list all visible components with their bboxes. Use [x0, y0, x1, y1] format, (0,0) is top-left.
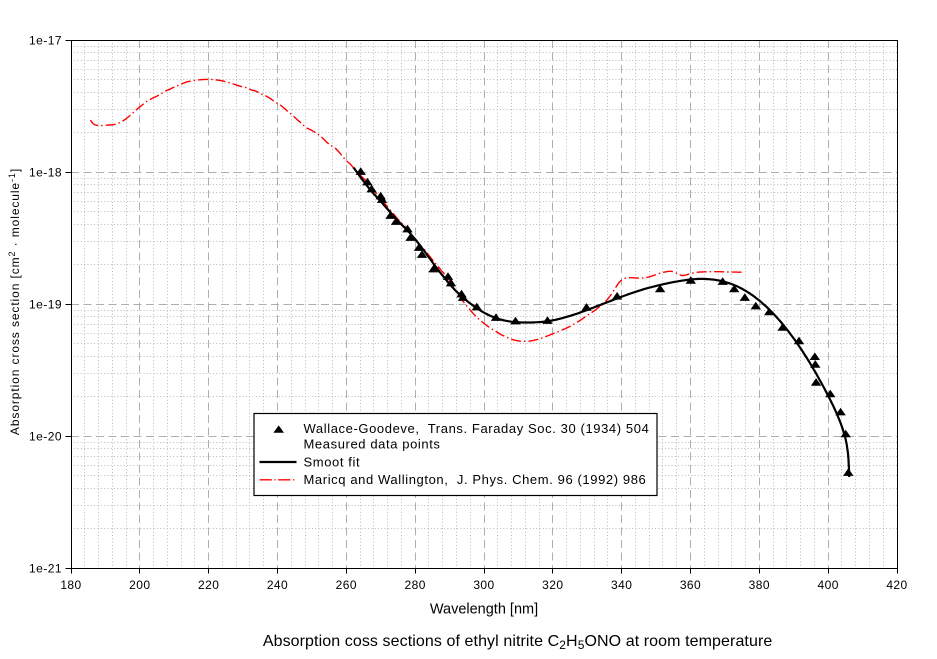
- svg-text:300: 300: [473, 578, 494, 592]
- svg-text:420: 420: [886, 578, 907, 592]
- svg-text:Maricq and Wallington, J. Phy: Maricq and Wallington, J. Phys. Chem. 96…: [304, 472, 647, 487]
- svg-text:1e-17: 1e-17: [29, 33, 62, 47]
- svg-text:Measured data points: Measured data points: [304, 437, 441, 452]
- svg-text:1e-21: 1e-21: [29, 561, 62, 575]
- svg-text:220: 220: [198, 578, 219, 592]
- svg-text:320: 320: [542, 578, 563, 592]
- svg-text:1e-18: 1e-18: [29, 165, 62, 179]
- svg-text:360: 360: [680, 578, 701, 592]
- svg-text:Smoot fit: Smoot fit: [304, 454, 361, 469]
- svg-text:260: 260: [336, 578, 357, 592]
- svg-text:1e-20: 1e-20: [29, 429, 62, 443]
- svg-text:200: 200: [129, 578, 150, 592]
- svg-text:Wavelength [nm]: Wavelength [nm]: [430, 602, 538, 618]
- svg-text:380: 380: [749, 578, 770, 592]
- svg-text:400: 400: [818, 578, 839, 592]
- svg-text:240: 240: [267, 578, 288, 592]
- svg-text:180: 180: [60, 578, 81, 592]
- svg-text:1e-19: 1e-19: [29, 297, 62, 311]
- svg-text:340: 340: [611, 578, 632, 592]
- svg-text:Absorption cross section [cm2: Absorption cross section [cm2 · molecule…: [7, 168, 22, 435]
- svg-text:Absorption coss sections of et: Absorption coss sections of ethyl nitrit…: [263, 633, 773, 652]
- svg-text:280: 280: [405, 578, 426, 592]
- svg-text:Wallace-Goodeve, Trans. Farad: Wallace-Goodeve, Trans. Faraday Soc. 30 …: [304, 421, 650, 436]
